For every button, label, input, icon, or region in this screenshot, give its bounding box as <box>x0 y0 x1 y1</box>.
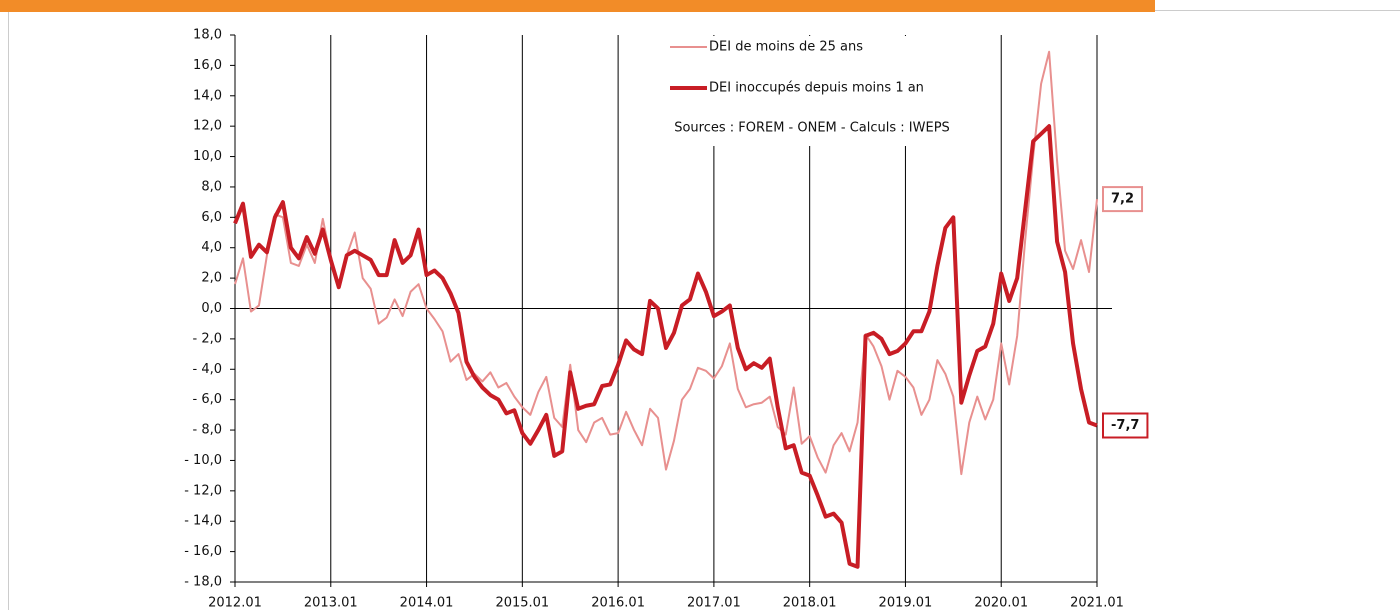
source-note: Sources : FOREM - ONEM - Calculs : IWEPS <box>674 121 950 136</box>
y-tick-label: 16,0 <box>193 58 222 73</box>
value-label: -7,7 <box>1111 418 1139 433</box>
y-tick-label: 10,0 <box>193 149 222 164</box>
y-tick-label: - 10,0 <box>184 453 222 468</box>
legend-label: DEI de moins de 25 ans <box>709 40 863 55</box>
y-tick-label: - 2,0 <box>193 331 223 346</box>
x-tick-label: 2017.01 <box>687 596 741 610</box>
x-tick-label: 2012.01 <box>208 596 262 610</box>
y-tick-label: 8,0 <box>201 179 222 194</box>
y-tick-label: - 8,0 <box>193 423 223 438</box>
value-label-box <box>1102 186 1144 213</box>
header-bar <box>0 0 1155 12</box>
y-tick-label: - 18,0 <box>184 575 222 590</box>
x-tick-label: 2015.01 <box>495 596 549 610</box>
series-line <box>234 50 1098 476</box>
y-tick-label: 14,0 <box>193 88 222 103</box>
legend-label: DEI inoccupés depuis moins 1 an <box>709 81 924 96</box>
series-line <box>233 124 1098 569</box>
y-tick-label: 2,0 <box>201 271 222 286</box>
y-tick-label: - 6,0 <box>193 392 223 407</box>
y-tick-label: - 16,0 <box>184 544 222 559</box>
x-tick-label: 2018.01 <box>783 596 837 610</box>
y-tick-label: 4,0 <box>201 240 222 255</box>
y-tick-label: 18,0 <box>193 28 222 43</box>
x-tick-label: 2013.01 <box>304 596 358 610</box>
x-tick-label: 2014.01 <box>400 596 454 610</box>
x-tick-label: 2019.01 <box>879 596 933 610</box>
y-tick-label: 12,0 <box>193 119 222 134</box>
value-label: 7,2 <box>1111 192 1134 207</box>
x-tick-label: 2020.01 <box>974 596 1028 610</box>
value-label-box <box>1102 412 1149 439</box>
y-tick-label: - 4,0 <box>193 362 223 377</box>
y-tick-label: 0,0 <box>201 301 222 316</box>
legend-bg <box>645 36 990 146</box>
y-tick-label: - 12,0 <box>184 483 222 498</box>
y-tick-label: 6,0 <box>201 210 222 225</box>
x-tick-label: 2016.01 <box>591 596 645 610</box>
x-tick-label: 2021.01 <box>1070 596 1124 610</box>
y-tick-label: - 14,0 <box>184 514 222 529</box>
